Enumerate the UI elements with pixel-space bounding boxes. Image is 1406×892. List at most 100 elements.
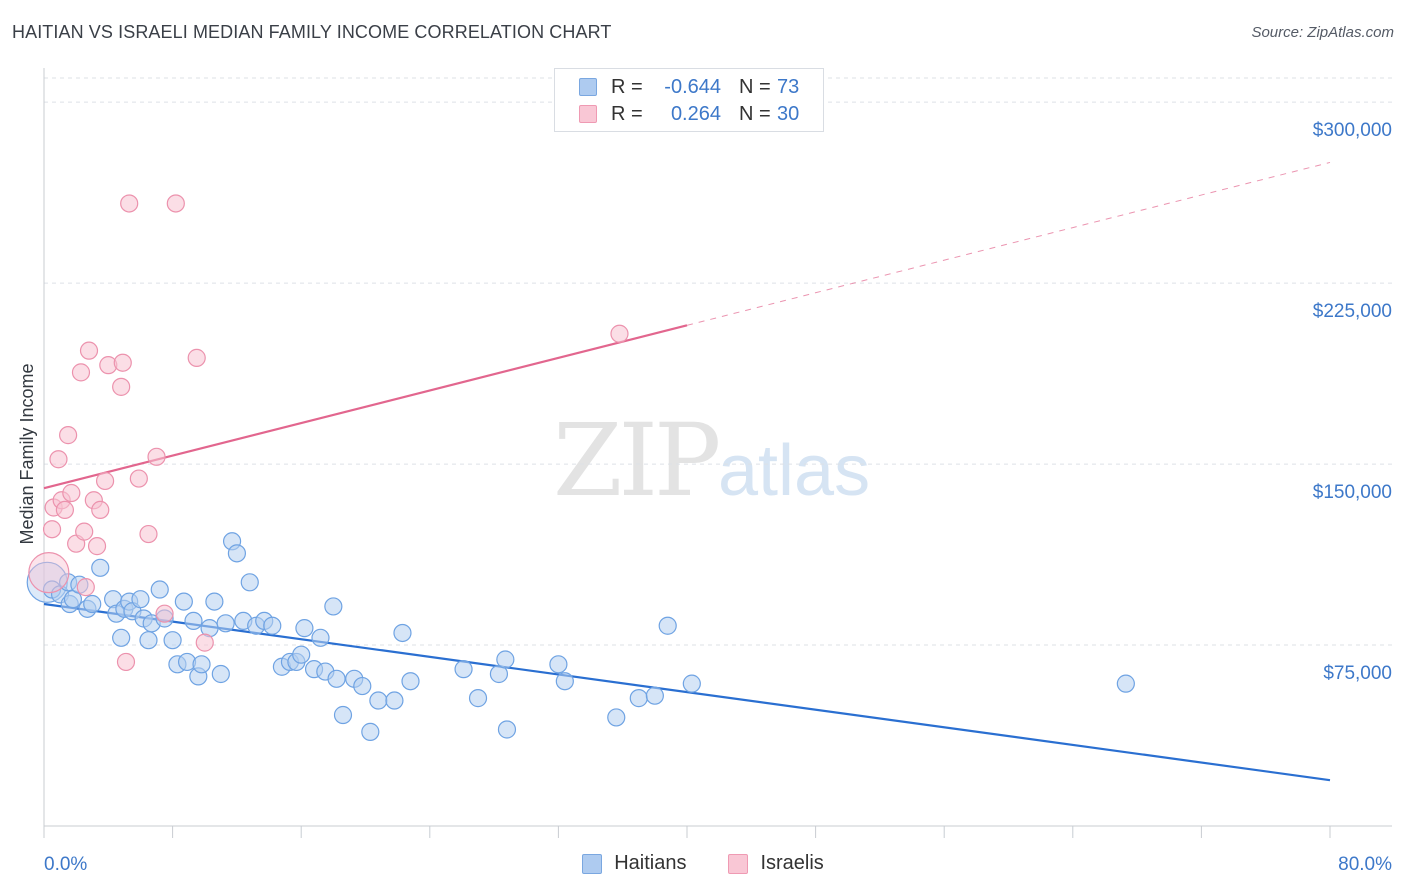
israeli-point bbox=[59, 426, 78, 445]
legend-row-israelis: R = 0.264 N = 30 bbox=[579, 101, 799, 127]
x-tick-label-max: 80.0% bbox=[1338, 854, 1392, 875]
israeli-point bbox=[62, 483, 81, 503]
haitian-point bbox=[1116, 674, 1135, 693]
haitian-point bbox=[629, 689, 648, 708]
haitian-point bbox=[497, 720, 517, 739]
haitian-point bbox=[112, 628, 131, 647]
israeli-point bbox=[28, 552, 70, 594]
israeli-trend-line-extension bbox=[686, 161, 1331, 326]
legend-r-label: R = bbox=[611, 75, 643, 98]
haitian-point bbox=[131, 590, 150, 609]
haitian-point bbox=[682, 674, 701, 693]
israeli-point bbox=[55, 500, 74, 520]
israeli-point bbox=[87, 537, 107, 556]
haitian-point bbox=[324, 597, 343, 616]
legend-item-israelis[interactable]: Israelis bbox=[728, 852, 824, 875]
haitian-point bbox=[91, 558, 110, 577]
israeli-point bbox=[195, 633, 214, 652]
haitian-point bbox=[555, 672, 574, 691]
israeli-point bbox=[71, 363, 91, 382]
haitian-point bbox=[216, 614, 235, 633]
haitian-point bbox=[184, 611, 203, 631]
haitian-point bbox=[658, 616, 677, 635]
haitian-trend-line bbox=[43, 602, 1331, 782]
haitian-point bbox=[295, 619, 314, 638]
legend-swatch-haitians bbox=[582, 853, 603, 874]
haitian-point bbox=[150, 580, 169, 599]
haitian-point bbox=[205, 592, 224, 611]
israeli-point bbox=[95, 471, 115, 491]
israeli-point bbox=[112, 377, 131, 396]
legend-label-haitians: Haitians bbox=[614, 852, 687, 874]
haitian-point bbox=[361, 722, 380, 741]
haitian-point bbox=[292, 645, 311, 664]
y-tick-label: $150,000 bbox=[1313, 482, 1392, 503]
watermark-zip: ZIP bbox=[553, 402, 721, 519]
israeli-point bbox=[79, 341, 99, 360]
haitian-point bbox=[369, 691, 388, 710]
israeli-point bbox=[75, 522, 94, 541]
axes bbox=[43, 68, 1392, 838]
israeli-point bbox=[42, 520, 62, 539]
legend-label-israelis: Israelis bbox=[760, 852, 824, 874]
haitian-point bbox=[211, 664, 230, 684]
watermark-atlas: atlas bbox=[718, 431, 871, 511]
israeli-point bbox=[113, 353, 132, 372]
source-label: Source: ZipAtlas.com bbox=[1251, 24, 1394, 41]
x-tick-label-min: 0.0% bbox=[44, 854, 87, 875]
y-tick-label: $75,000 bbox=[1323, 663, 1392, 684]
haitian-point bbox=[263, 616, 282, 635]
legend-n-value: 30 bbox=[777, 102, 800, 125]
haitian-point bbox=[333, 705, 353, 725]
legend-swatch-israelis bbox=[728, 853, 749, 874]
haitian-point bbox=[496, 650, 515, 669]
israeli-point bbox=[76, 578, 95, 597]
legend-swatch-israelis bbox=[579, 105, 597, 123]
israeli-point bbox=[147, 447, 166, 466]
data-points bbox=[26, 194, 1135, 741]
legend-n-label: N = bbox=[739, 102, 771, 125]
legend-r-value: 0.264 bbox=[670, 102, 721, 125]
legend-row-haitians: R = -0.644 N = 73 bbox=[579, 74, 799, 100]
haitian-point bbox=[327, 669, 346, 688]
israeli-point bbox=[187, 348, 206, 367]
haitian-point bbox=[549, 655, 568, 674]
haitian-point bbox=[607, 708, 626, 727]
haitian-point bbox=[163, 631, 182, 650]
y-tick-label: $300,000 bbox=[1313, 120, 1392, 141]
israeli-point bbox=[49, 450, 68, 469]
haitian-point bbox=[227, 544, 246, 563]
israeli-point bbox=[129, 469, 148, 488]
haitian-point bbox=[645, 686, 664, 705]
israeli-point bbox=[139, 524, 158, 544]
legend-r-label: R = bbox=[611, 102, 643, 125]
chart-title: HAITIAN VS ISRAELI MEDIAN FAMILY INCOME … bbox=[12, 22, 612, 42]
legend-n-value: 73 bbox=[777, 75, 800, 98]
legend-item-haitians[interactable]: Haitians bbox=[582, 852, 686, 875]
haitian-point bbox=[174, 592, 193, 611]
legend-swatch-haitians bbox=[579, 78, 597, 96]
haitian-point bbox=[393, 623, 412, 643]
haitian-point bbox=[401, 672, 420, 691]
israeli-point bbox=[610, 324, 629, 343]
gridlines bbox=[44, 77, 1392, 646]
y-tick-label: $225,000 bbox=[1313, 301, 1392, 322]
haitian-point bbox=[468, 689, 488, 708]
axis-labels: $75,000 $150,000 $225,000 $300,000 0.0% 80.0%… bbox=[17, 120, 1392, 875]
haitian-point bbox=[454, 660, 473, 679]
series-legend: Haitians Israelis bbox=[0, 852, 1406, 875]
haitian-point bbox=[240, 573, 259, 592]
haitian-point bbox=[139, 631, 158, 650]
legend-n-label: N = bbox=[739, 75, 771, 98]
israeli-point bbox=[166, 194, 185, 213]
haitian-point bbox=[192, 655, 211, 674]
legend-r-value: -0.644 bbox=[664, 75, 721, 98]
haitian-point bbox=[311, 628, 330, 647]
haitian-point bbox=[385, 691, 404, 710]
israeli-point bbox=[120, 194, 139, 213]
haitian-point bbox=[353, 676, 372, 696]
correlation-legend: R = -0.644 N = 73 R = 0.264 N = 30 bbox=[554, 68, 824, 132]
israeli-point bbox=[155, 604, 174, 623]
israeli-point bbox=[116, 652, 136, 672]
